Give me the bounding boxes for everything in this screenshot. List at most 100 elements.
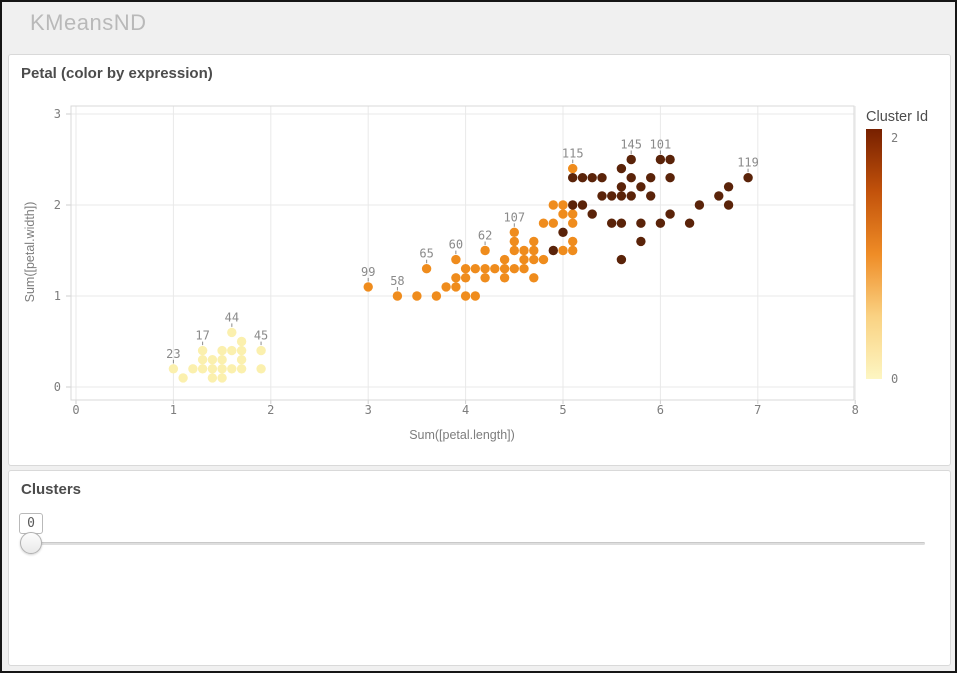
scatter-point[interactable] xyxy=(236,364,247,374)
scatter-point[interactable] xyxy=(646,173,656,183)
scatter-point[interactable] xyxy=(597,191,607,201)
scatter-point[interactable] xyxy=(665,154,675,165)
scatter-point[interactable] xyxy=(509,236,519,247)
scatter-point[interactable] xyxy=(217,364,227,374)
scatter-point[interactable] xyxy=(529,245,539,256)
scatter-point[interactable] xyxy=(694,200,705,210)
scatter-point[interactable] xyxy=(392,291,403,301)
scatter-point[interactable] xyxy=(597,173,607,183)
scatter-point[interactable] xyxy=(460,273,471,283)
scatter-point[interactable] xyxy=(509,264,519,274)
scatter-point[interactable] xyxy=(480,264,490,274)
scatter-point[interactable] xyxy=(509,227,519,237)
scatter-point[interactable] xyxy=(256,364,266,374)
scatter-point[interactable] xyxy=(236,345,247,356)
scatter-point[interactable] xyxy=(655,154,666,165)
scatter-point[interactable] xyxy=(519,245,529,256)
scatter-point[interactable] xyxy=(529,254,539,265)
scatter-point[interactable] xyxy=(607,218,617,228)
scatter-point[interactable] xyxy=(568,209,578,219)
scatter-point[interactable] xyxy=(227,345,237,356)
scatter-point[interactable] xyxy=(577,173,588,183)
scatter-point[interactable] xyxy=(714,191,724,201)
scatter-point[interactable] xyxy=(207,355,218,365)
scatter-point[interactable] xyxy=(188,364,198,374)
cluster-slider-handle[interactable] xyxy=(20,532,42,554)
scatter-point[interactable] xyxy=(723,200,734,210)
scatter-point[interactable] xyxy=(499,264,510,274)
scatter-point[interactable] xyxy=(480,273,490,283)
scatter-point[interactable] xyxy=(197,345,208,356)
scatter-point[interactable] xyxy=(490,264,500,274)
scatter-point[interactable] xyxy=(577,200,588,210)
scatter-point[interactable] xyxy=(217,355,227,365)
scatter-point[interactable] xyxy=(227,364,237,374)
scatter-point[interactable] xyxy=(587,209,597,219)
scatter-point[interactable] xyxy=(558,245,568,256)
scatter-point[interactable] xyxy=(548,200,558,210)
scatter-point[interactable] xyxy=(558,227,568,237)
scatter-point[interactable] xyxy=(568,218,578,228)
scatter-point[interactable] xyxy=(499,254,510,265)
scatter-point[interactable] xyxy=(665,209,675,219)
scatter-point[interactable] xyxy=(743,173,753,183)
scatter-point[interactable] xyxy=(451,254,461,265)
scatter-point[interactable] xyxy=(538,254,549,265)
scatter-point[interactable] xyxy=(431,291,442,301)
scatter-point[interactable] xyxy=(684,218,695,228)
scatter-point[interactable] xyxy=(509,245,519,256)
scatter-point[interactable] xyxy=(568,245,578,256)
scatter-point[interactable] xyxy=(168,364,179,374)
scatter-point[interactable] xyxy=(470,291,480,301)
scatter-point[interactable] xyxy=(568,200,578,210)
scatter-point[interactable] xyxy=(626,191,636,201)
scatter-point[interactable] xyxy=(626,173,636,183)
scatter-point[interactable] xyxy=(616,218,627,228)
scatter-point[interactable] xyxy=(568,163,578,174)
scatter-point[interactable] xyxy=(529,236,539,247)
scatter-point[interactable] xyxy=(412,291,422,301)
scatter-point[interactable] xyxy=(519,264,529,274)
scatter-point[interactable] xyxy=(636,236,646,247)
scatter-point[interactable] xyxy=(558,209,568,219)
scatter-point[interactable] xyxy=(451,282,461,292)
scatter-point[interactable] xyxy=(519,254,529,265)
scatter-point[interactable] xyxy=(529,273,539,283)
scatter-point[interactable] xyxy=(441,282,451,292)
scatter-point[interactable] xyxy=(197,355,208,365)
scatter-point[interactable] xyxy=(665,173,675,183)
scatter-point[interactable] xyxy=(538,218,549,228)
scatter-point[interactable] xyxy=(363,282,373,292)
scatter-point[interactable] xyxy=(227,327,237,338)
scatter-point[interactable] xyxy=(568,236,578,247)
scatter-point[interactable] xyxy=(236,336,247,347)
scatter-point[interactable] xyxy=(499,273,510,283)
scatter-point[interactable] xyxy=(616,163,627,174)
scatter-point[interactable] xyxy=(460,264,471,274)
scatter-point[interactable] xyxy=(587,173,597,183)
scatter-point[interactable] xyxy=(217,345,227,356)
scatter-point[interactable] xyxy=(207,373,218,383)
scatter-plot[interactable]: 0 1 2 3 4 5 6 7 80123Sum([petal.length])Sum([pet… xyxy=(9,55,950,465)
scatter-point[interactable] xyxy=(636,182,646,192)
scatter-point[interactable] xyxy=(480,245,490,256)
scatter-point[interactable] xyxy=(616,254,627,265)
cluster-slider-track[interactable] xyxy=(22,542,925,545)
scatter-point[interactable] xyxy=(470,264,480,274)
scatter-point[interactable] xyxy=(548,218,558,228)
scatter-point[interactable] xyxy=(421,264,432,274)
scatter-point[interactable] xyxy=(655,218,666,228)
scatter-point[interactable] xyxy=(616,191,627,201)
scatter-point[interactable] xyxy=(626,154,636,165)
scatter-point[interactable] xyxy=(236,355,247,365)
cluster-count-value[interactable]: 0 xyxy=(19,513,43,534)
scatter-point[interactable] xyxy=(217,373,227,383)
scatter-point[interactable] xyxy=(207,364,218,374)
scatter-point[interactable] xyxy=(451,273,461,283)
scatter-point[interactable] xyxy=(558,200,568,210)
scatter-point[interactable] xyxy=(178,373,188,383)
scatter-point[interactable] xyxy=(607,191,617,201)
scatter-point[interactable] xyxy=(616,182,627,192)
scatter-point[interactable] xyxy=(723,182,734,192)
scatter-point[interactable] xyxy=(256,345,266,356)
